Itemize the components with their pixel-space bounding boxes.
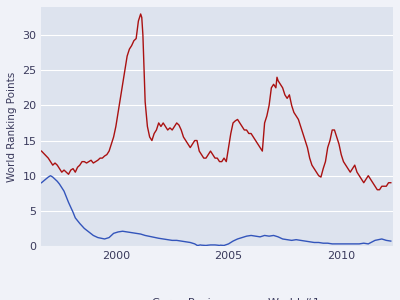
Legend: Corey Pavin, World #1: Corey Pavin, World #1 (111, 293, 324, 300)
Y-axis label: World Ranking Points: World Ranking Points (7, 71, 17, 182)
